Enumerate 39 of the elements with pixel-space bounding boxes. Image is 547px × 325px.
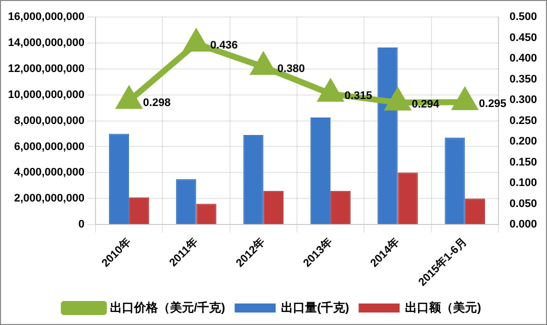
y2-tick-label: 0.050: [509, 198, 538, 210]
bar: [243, 135, 264, 224]
y2-tick-label: 0.300: [509, 94, 538, 106]
bar: [196, 204, 216, 224]
data-label: 0.436: [210, 40, 238, 52]
y2-tick-label: 0.400: [509, 52, 538, 65]
bar: [176, 179, 196, 224]
data-label: 0.298: [143, 96, 171, 109]
y-tick-label: 4,000,000,000: [14, 166, 84, 179]
y2-tick-label: 0.450: [509, 32, 538, 44]
bar: [108, 134, 130, 224]
bar: [310, 118, 331, 224]
y2-tick-label: 0.200: [509, 136, 538, 148]
y2-tick-label: 0.000: [509, 218, 538, 231]
bar: [464, 198, 486, 224]
y-tick-label: 2,000,000,000: [14, 192, 84, 205]
legend-label: 出口量(千克): [281, 300, 350, 314]
y-tick-label: 8,000,000,000: [14, 114, 84, 127]
y-tick-label: 10,000,000,000: [8, 88, 84, 101]
y2-tick-label: 0.100: [509, 177, 538, 190]
bar: [129, 197, 150, 224]
y-tick-label: 6,000,000,000: [14, 140, 84, 153]
bar: [330, 190, 351, 224]
y-tick-label: 0: [78, 218, 84, 231]
y-tick-label: 12,000,000,000: [8, 62, 84, 75]
y2-tick-label: 0.350: [509, 73, 538, 86]
bar: [444, 138, 465, 224]
legend-label: 出口价格（美元/千克): [110, 300, 226, 314]
y2-tick-label: 0.250: [509, 114, 538, 127]
bar: [398, 172, 418, 224]
bar: [263, 190, 284, 224]
legend-label: 出口额（美元): [405, 300, 482, 314]
y-tick-label: 16,000,000,000: [8, 11, 84, 24]
y-tick-label: 14,000,000,000: [8, 36, 84, 49]
data-label: 0.295: [478, 98, 506, 110]
y2-tick-label: 0.150: [509, 156, 538, 168]
y2-tick-label: 0.500: [509, 11, 538, 24]
data-label: 0.380: [277, 62, 305, 75]
bar: [378, 47, 398, 224]
